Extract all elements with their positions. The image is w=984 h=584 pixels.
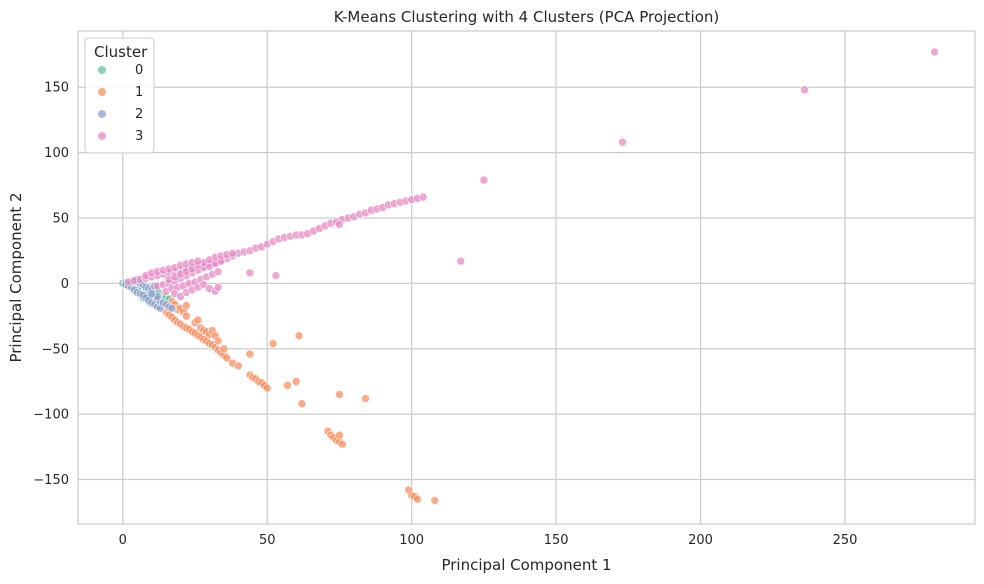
data-point-cluster-1 <box>268 339 278 348</box>
data-points <box>118 47 939 505</box>
y-tick-label: −50 <box>42 342 69 357</box>
data-point-cluster-1 <box>413 494 422 504</box>
x-tick-label: 0 <box>119 533 127 548</box>
data-point-cluster-3 <box>228 249 237 258</box>
data-point-cluster-3 <box>245 268 255 278</box>
data-point-cluster-1 <box>430 496 440 505</box>
y-tick-label: 0 <box>61 277 69 292</box>
legend-marker-3 <box>98 132 106 140</box>
data-point-cluster-2 <box>167 303 177 313</box>
data-point-cluster-1 <box>262 383 272 393</box>
data-point-cluster-3 <box>213 267 223 276</box>
legend-label-1: 1 <box>135 85 143 100</box>
legend-title: Cluster <box>94 43 148 61</box>
chart-title: K-Means Clustering with 4 Clusters (PCA … <box>334 8 719 26</box>
y-axis-label: Principal Component 2 <box>7 192 25 362</box>
data-point-cluster-1 <box>297 399 307 408</box>
legend-marker-1 <box>98 88 106 96</box>
data-point-cluster-3 <box>271 271 281 280</box>
data-point-cluster-1 <box>234 361 243 371</box>
data-point-cluster-1 <box>213 336 223 346</box>
y-tick-label: 50 <box>52 212 69 227</box>
legend-marker-0 <box>98 66 106 74</box>
data-point-cluster-3 <box>456 256 466 266</box>
x-axis-label: Principal Component 1 <box>441 556 611 574</box>
data-point-cluster-3 <box>930 47 939 57</box>
data-point-cluster-1 <box>245 349 255 359</box>
legend-label-3: 3 <box>135 129 143 144</box>
data-point-cluster-3 <box>418 192 428 202</box>
data-point-cluster-3 <box>193 256 203 266</box>
data-point-cluster-1 <box>219 344 229 354</box>
x-tick-label: 150 <box>544 533 569 548</box>
data-point-cluster-1 <box>294 331 304 340</box>
y-tick-label: −100 <box>33 408 69 423</box>
plot-frame <box>77 30 976 525</box>
data-point-cluster-1 <box>361 394 370 403</box>
y-tick-label: 100 <box>44 146 69 161</box>
data-point-cluster-1 <box>335 390 344 399</box>
data-point-cluster-1 <box>222 353 232 363</box>
legend-label-2: 2 <box>135 107 143 122</box>
tick-labels: 0 50 100 150 200 250 −150 −100 −50 0 50 100 150 <box>33 81 857 548</box>
x-tick-label: 200 <box>688 533 713 548</box>
data-point-cluster-3 <box>618 137 627 147</box>
data-point-cluster-1 <box>182 311 191 321</box>
legend-marker-2 <box>98 110 106 118</box>
y-tick-label: 150 <box>44 81 69 96</box>
x-tick-label: 50 <box>259 533 276 548</box>
x-tick-label: 100 <box>399 533 424 548</box>
y-tick-label: −150 <box>33 473 69 488</box>
data-point-cluster-1 <box>182 301 191 310</box>
legend: Cluster 0 1 2 3 <box>84 37 155 154</box>
x-tick-label: 250 <box>833 533 858 548</box>
plot-area <box>78 31 975 524</box>
data-point-cluster-1 <box>291 377 301 386</box>
data-point-cluster-1 <box>335 430 344 440</box>
data-point-cluster-1 <box>338 439 347 449</box>
data-point-cluster-3 <box>800 85 809 95</box>
data-point-cluster-3 <box>213 283 223 292</box>
legend-label-0: 0 <box>135 63 143 78</box>
data-point-cluster-3 <box>479 175 489 185</box>
data-point-cluster-2 <box>147 289 156 299</box>
data-point-cluster-3 <box>335 220 344 229</box>
data-point-cluster-1 <box>283 381 292 390</box>
data-point-cluster-1 <box>193 315 203 325</box>
